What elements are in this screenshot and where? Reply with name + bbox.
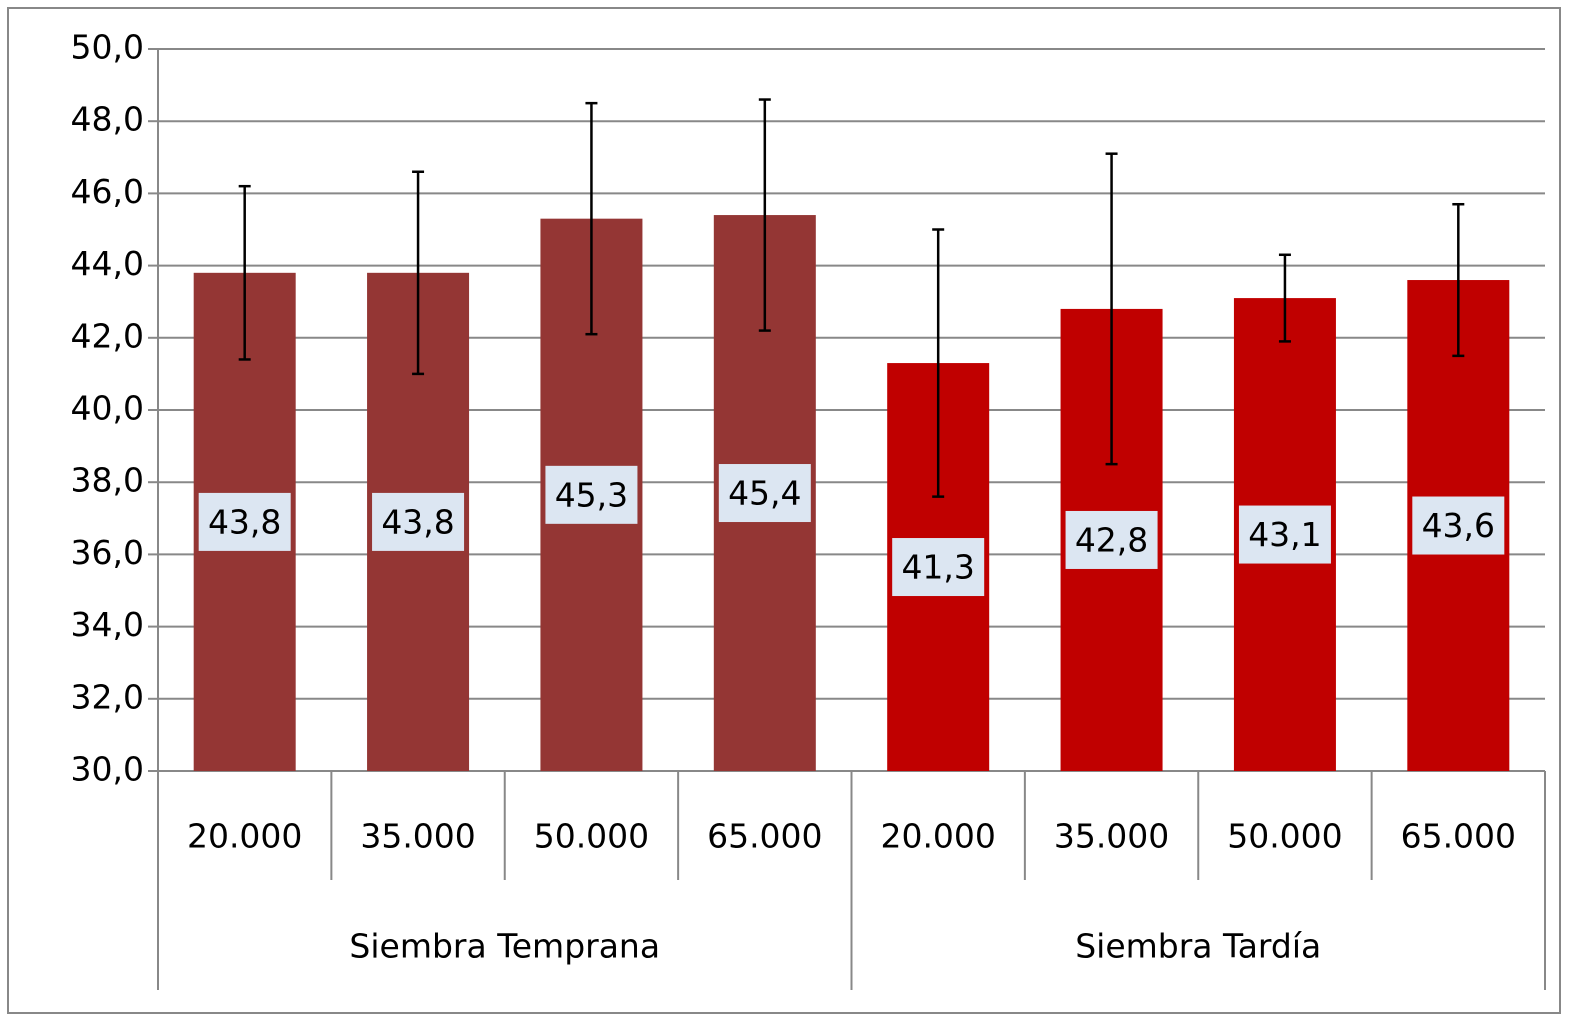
value-label-box xyxy=(1238,505,1331,564)
x-tick-label: 35.000 xyxy=(1054,817,1169,856)
y-tick-label: 50,0 xyxy=(71,28,144,67)
value-label: 45,3 xyxy=(555,475,628,514)
y-tick-label: 44,0 xyxy=(71,244,144,283)
y-tick-label: 38,0 xyxy=(71,461,144,500)
value-label: 42,8 xyxy=(1075,520,1148,559)
x-tick-label: 65.000 xyxy=(1401,817,1516,856)
y-tick-label: 32,0 xyxy=(71,677,144,716)
value-label-box xyxy=(1412,496,1505,555)
value-label-box xyxy=(892,538,985,597)
value-label-box xyxy=(372,492,465,551)
y-tick-label: 42,0 xyxy=(71,316,144,355)
value-label-box xyxy=(1065,510,1158,569)
y-tick-label: 46,0 xyxy=(71,172,144,211)
value-label: 43,6 xyxy=(1422,506,1495,545)
group-label: Siembra Tardía xyxy=(1075,927,1321,966)
group-label: Siembra Temprana xyxy=(349,927,660,966)
value-label: 45,4 xyxy=(728,474,801,513)
x-tick-label: 20.000 xyxy=(187,817,302,856)
value-label: 43,8 xyxy=(208,502,281,541)
x-tick-label: 20.000 xyxy=(880,817,995,856)
x-tick-label: 35.000 xyxy=(360,817,475,856)
value-label: 41,3 xyxy=(901,548,974,587)
y-tick-label: 34,0 xyxy=(71,605,144,644)
y-tick-label: 48,0 xyxy=(71,100,144,139)
value-label-box xyxy=(198,492,291,551)
value-label: 43,8 xyxy=(381,502,454,541)
value-label-box xyxy=(545,465,638,524)
y-tick-label: 40,0 xyxy=(71,389,144,428)
x-tick-label: 50.000 xyxy=(1227,817,1342,856)
y-tick-label: 30,0 xyxy=(71,750,144,789)
y-tick-label: 36,0 xyxy=(71,533,144,572)
x-tick-label: 50.000 xyxy=(534,817,649,856)
value-label-box xyxy=(718,464,811,523)
value-label: 43,1 xyxy=(1248,515,1321,554)
x-tick-label: 65.000 xyxy=(707,817,822,856)
